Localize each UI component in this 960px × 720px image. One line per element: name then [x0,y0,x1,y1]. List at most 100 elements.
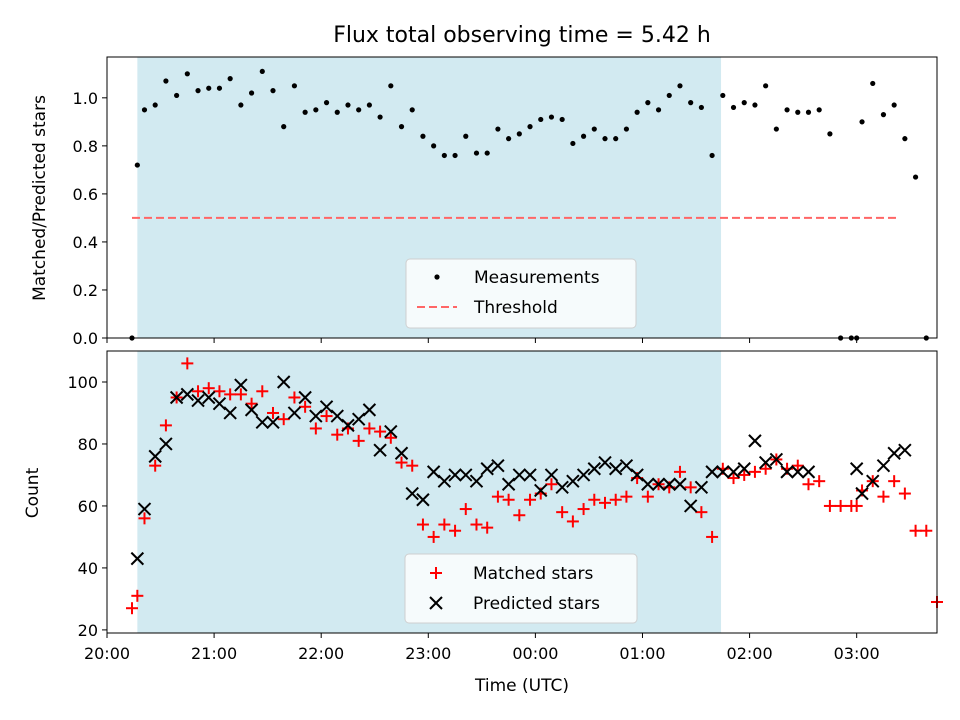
measurement-point [538,116,544,123]
x-tick-label: 23:00 [405,644,451,663]
measurement-point [163,78,169,84]
matched-star-point [416,518,429,531]
measurement-point [591,126,597,132]
matched-star-point [299,400,312,413]
measurement-point [141,107,148,113]
predicted-star-point [523,468,537,482]
predicted-star-point [566,474,580,488]
measurement-point [859,119,865,125]
measurement-point [730,104,737,111]
measurement-point [431,143,437,149]
measurement-point [763,83,769,89]
x-tick-label: 21:00 [191,644,237,663]
matched-star-point [459,503,472,516]
predicted-star-point [362,403,377,417]
matched-star-point [406,459,419,472]
predicted-star-point [309,409,323,423]
predicted-star-point [159,437,173,451]
predicted-star-point [341,418,355,433]
measurement-point [666,92,672,99]
measurement-point [623,126,630,132]
measurement-point [688,100,694,106]
predicted-star-point [673,477,687,491]
measurement-point [441,152,447,159]
bottom-axis-ticks: 20:00 21:00 22:00 23:00 00:00 01:00 02:00 03:00… [67,373,879,663]
predicted-star-point [887,446,901,460]
measurement-point [216,85,223,91]
predicted-star-point [426,465,441,479]
measurement-point [134,162,140,168]
matched-star-point [759,462,772,475]
matched-star-point [791,459,804,472]
matched-star-point [556,506,569,519]
bottom-y-tick-label: 80 [78,435,98,454]
matched-star-point [823,499,836,512]
measurement-point [548,114,555,120]
chart-title: Flux total observing time = 5.42 h [333,23,711,48]
matched-star-point [438,518,451,531]
matched-star-point [449,524,462,537]
top-y-tick-label: 0.8 [73,137,98,156]
predicted-star-point [180,387,195,402]
x-tick-label: 01:00 [619,644,665,663]
matched-star-point [374,425,387,438]
matched-star-point [202,382,215,395]
top-y-axis-label: Matched/Predicted stars [30,95,50,301]
legend-measurements-label: Measurements [474,268,600,288]
matched-star-point [706,530,719,543]
matched-star-point [234,388,247,401]
measurement-point [570,140,576,147]
bottom-data-layer [125,357,943,615]
legend-measurements-marker [434,274,440,280]
measurement-point [645,100,651,106]
measurement-point [377,114,383,120]
measurement-point [398,124,405,130]
predicted-star-point [137,502,152,516]
measurement-point [784,107,790,113]
predicted-star-point [619,458,634,473]
measurement-point [816,107,822,113]
measurement-point [741,100,747,106]
matched-star-point [877,490,890,503]
predicted-star-point [748,434,762,448]
matched-star-point [727,472,740,485]
measurement-point [206,85,212,91]
matched-star-point [481,521,494,534]
predicted-star-point [898,443,912,457]
predicted-star-point [148,449,162,464]
matched-star-point [363,422,376,435]
measurement-point [912,174,919,180]
matched-star-point [125,602,138,615]
matched-star-point [470,518,483,531]
measurement-point [720,92,726,99]
measurement-point [655,107,662,113]
predicted-star-point [555,480,569,495]
top-y-tick-label: 0.4 [73,233,98,252]
measurement-point [709,152,715,159]
matched-star-point [920,524,933,537]
predicted-star-point [630,468,644,482]
measurement-point [238,102,244,108]
legend-predicted-label: Predicted stars [473,594,600,614]
matched-star-point [566,515,579,528]
measurement-point [291,83,298,89]
predicted-star-point [469,474,484,488]
predicted-star-point [437,474,452,488]
x-tick-label: 20:00 [84,644,130,663]
measurement-point [527,124,533,130]
predicted-star-point [130,551,145,566]
matched-star-point [131,589,144,602]
matched-star-point [245,397,258,410]
bottom-y-tick-label: 40 [78,559,98,578]
matched-star-point [395,456,408,469]
predicted-star-point [459,468,473,482]
measurement-point [495,126,501,132]
matched-star-point [331,428,344,441]
predicted-star-point [234,378,248,392]
predicted-star-point [705,465,719,479]
measurement-point [259,68,265,75]
measurement-point [313,107,319,113]
matched-star-point [309,422,322,435]
measurement-point [356,107,362,113]
matched-star-point [288,391,301,404]
